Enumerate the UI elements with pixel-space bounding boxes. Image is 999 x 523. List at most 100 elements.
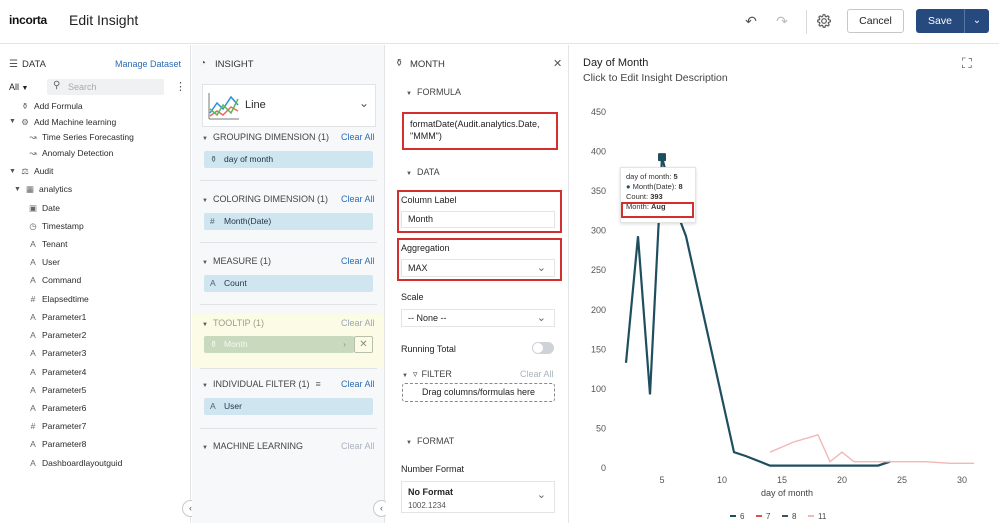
y-tick-label: 0	[601, 463, 606, 473]
filter-section-header[interactable]: ▼ ▿ FILTER	[402, 369, 452, 380]
filter-clear-all-link[interactable]: Clear All	[341, 379, 375, 389]
expand-fullscreen-icon[interactable]: ⛶	[962, 55, 972, 71]
tooltip-month-highlight	[621, 202, 694, 218]
scale-select[interactable]: -- None -- ⌄	[401, 309, 555, 327]
cancel-button[interactable]: Cancel	[847, 9, 904, 33]
data-section-header[interactable]: ▼ DATA	[406, 167, 440, 177]
series-line-6	[624, 156, 891, 467]
caret-down-icon: ▼	[402, 373, 408, 379]
chart-title[interactable]: Day of Month	[583, 57, 649, 69]
measure-pill-count[interactable]: A Count	[204, 275, 373, 292]
filter-pill-user[interactable]: A User	[204, 398, 373, 415]
number-type-icon: #	[30, 421, 36, 431]
filter-dropzone[interactable]: Drag columns/formulas here	[402, 383, 555, 402]
column-parameter3[interactable]: A Parameter3	[28, 348, 86, 358]
table-analytics[interactable]: ▦ analytics	[25, 184, 72, 195]
caret-down-icon: ▼	[202, 445, 208, 451]
search-input[interactable]: ⚲ Search	[47, 79, 164, 95]
coloring-clear-all-link[interactable]: Clear All	[341, 194, 375, 204]
caret-down-icon: ▼	[406, 91, 412, 97]
undo-icon[interactable]: ↶	[745, 13, 757, 29]
number-type-icon: #	[30, 294, 36, 304]
text-type-icon: A	[30, 458, 36, 468]
manage-dataset-link[interactable]: Manage Dataset	[115, 59, 182, 69]
measure-clear-all-link[interactable]: Clear All	[341, 256, 375, 266]
tree-item-label: Parameter7	[42, 421, 87, 431]
column-dashboardlayoutguid[interactable]: A Dashboardlayoutguid	[28, 458, 122, 468]
schema-audit[interactable]: ⚖ Audit	[20, 166, 53, 177]
section-title: MACHINE LEARNING	[212, 441, 303, 451]
column-parameter8[interactable]: A Parameter8	[28, 439, 86, 449]
format-section-header[interactable]: ▼ FORMAT	[406, 436, 454, 446]
formula-editor[interactable]: formatDate(Audit.analytics.Date, "MMM")	[410, 119, 540, 141]
redo-icon[interactable]: ↷	[776, 13, 788, 29]
number-format-value: No Format	[408, 487, 453, 497]
line-chart[interactable]: 0 50 100 150 200 250 300 350 400 450 5 10 15 20 25 30 da…	[570, 45, 999, 523]
top-bar: incorta Edit Insight ↶ ↷ Cancel Save ⌄	[0, 0, 999, 44]
x-axis-label: day of month	[761, 488, 813, 498]
list-icon[interactable]: ≡	[315, 379, 321, 389]
tooltip-header[interactable]: ▼ TOOLTIP (1)	[202, 318, 264, 328]
grouping-clear-all-link[interactable]: Clear All	[341, 132, 375, 142]
more-options-icon[interactable]: ⋮	[175, 81, 186, 93]
column-parameter2[interactable]: A Parameter2	[28, 330, 86, 340]
machine-learning-header[interactable]: ▼ MACHINE LEARNING	[202, 441, 303, 451]
visualization-type-selector[interactable]: Line ⌄	[202, 84, 376, 127]
series-line-11	[769, 433, 974, 464]
column-parameter7[interactable]: # Parameter7	[28, 421, 87, 431]
save-options-chevron-icon[interactable]: ⌄	[964, 9, 989, 33]
column-command[interactable]: A Command	[28, 275, 81, 285]
settings-gear-icon[interactable]	[815, 12, 833, 30]
time-series-forecasting-item[interactable]: ↝ Time Series Forecasting	[28, 132, 133, 143]
aggregation-select[interactable]: MAX ⌄	[401, 259, 555, 277]
column-parameter1[interactable]: A Parameter1	[28, 312, 86, 322]
add-formula-item[interactable]: ⚱ Add Formula	[20, 101, 82, 112]
column-timestamp[interactable]: ◷ Timestamp	[28, 221, 83, 232]
remove-close-icon[interactable]: ✕	[354, 336, 373, 353]
column-label-input[interactable]: Month	[401, 211, 555, 228]
ml-clear-all-link[interactable]: Clear All	[341, 441, 375, 451]
x-tick-label: 30	[957, 475, 967, 485]
flask-icon: ⚱	[210, 154, 218, 164]
running-total-toggle[interactable]	[532, 342, 554, 354]
column-parameter5[interactable]: A Parameter5	[28, 385, 86, 395]
pill-label: Month	[224, 339, 248, 349]
text-type-icon: A	[30, 239, 36, 249]
chart-description[interactable]: Click to Edit Insight Description	[583, 72, 728, 84]
close-icon[interactable]: ✕	[553, 58, 563, 70]
page-title: Edit Insight	[69, 12, 139, 28]
tooltip-clear-all-link[interactable]: Clear All	[341, 318, 375, 328]
column-tenant[interactable]: A Tenant	[28, 239, 67, 249]
column-user[interactable]: A User	[28, 257, 60, 267]
aggregation-value: MAX	[408, 263, 428, 273]
filter-clear-all-link[interactable]: Clear All	[520, 369, 554, 379]
chevron-right-icon[interactable]: ›	[343, 339, 346, 349]
text-type-icon: A	[30, 439, 36, 449]
tree-item-label: Parameter6	[42, 403, 87, 413]
collapse-insight-panel-chevron-icon[interactable]: ‹	[373, 500, 390, 517]
number-format-select[interactable]: No Format 1002.1234 ⌄	[401, 481, 555, 513]
grouping-dimension-header[interactable]: ▼ GROUPING DIMENSION (1)	[202, 132, 329, 142]
measure-header[interactable]: ▼ MEASURE (1)	[202, 256, 271, 266]
column-parameter4[interactable]: A Parameter4	[28, 367, 86, 377]
type-filter-select[interactable]: All ▼	[9, 82, 28, 92]
column-elapsedtime[interactable]: # Elapsedtime	[28, 294, 89, 304]
coloring-pill-month-date[interactable]: # Month(Date)	[204, 213, 373, 230]
formula-section-header[interactable]: ▼ FORMULA	[406, 87, 461, 97]
search-placeholder: Search	[68, 82, 97, 92]
individual-filter-header[interactable]: ▼ INDIVIDUAL FILTER (1) ≡	[202, 379, 321, 389]
pill-label: Month(Date)	[224, 216, 272, 226]
save-button[interactable]: Save	[916, 9, 964, 33]
coloring-dimension-header[interactable]: ▼ COLORING DIMENSION (1)	[202, 194, 328, 204]
anomaly-detection-item[interactable]: ↝ Anomaly Detection	[28, 148, 113, 159]
column-parameter6[interactable]: A Parameter6	[28, 403, 86, 413]
column-date[interactable]: ▣ Date	[28, 203, 60, 214]
divider	[200, 242, 377, 243]
caret-down-icon[interactable]: ▼	[9, 118, 16, 125]
divider	[200, 428, 377, 429]
grouping-pill-day-of-month[interactable]: ⚱ day of month	[204, 151, 373, 168]
add-ml-item[interactable]: ⚙ Add Machine learning	[20, 117, 116, 128]
caret-down-icon[interactable]: ▼	[9, 168, 16, 175]
tooltip-pill-month[interactable]: ⚱ Month ›	[204, 336, 354, 353]
caret-down-icon[interactable]: ▼	[14, 186, 21, 193]
